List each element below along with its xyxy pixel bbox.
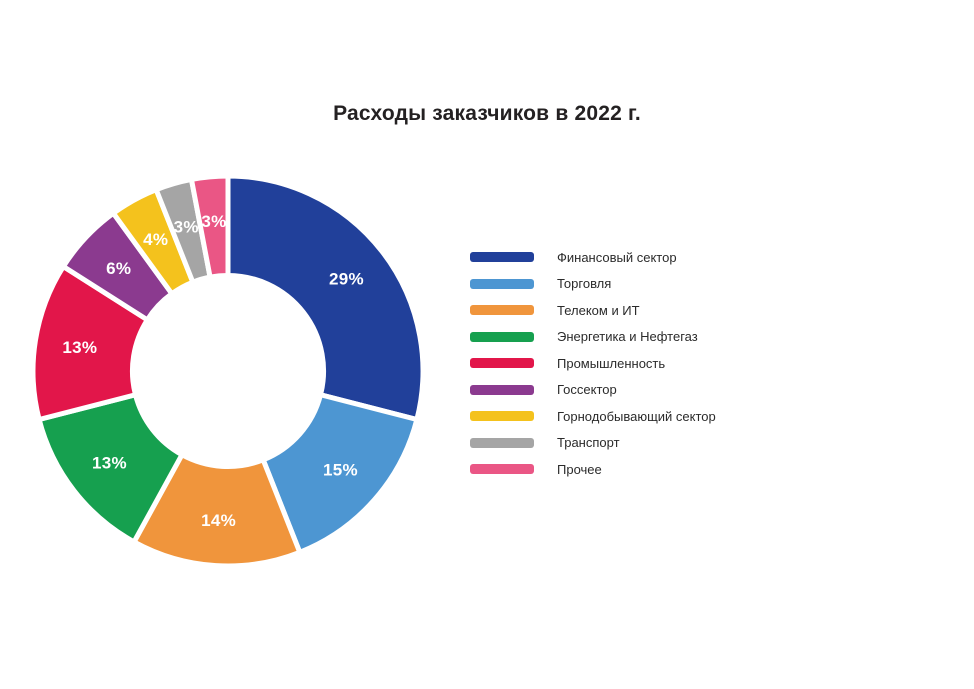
legend-item: Финансовый сектор	[470, 244, 716, 271]
segment-value-label: 3%	[174, 218, 199, 237]
legend-color-swatch	[470, 437, 534, 448]
donut-chart: 29% 15% 14% 13% 13% 6% 4% 3% 3%	[8, 151, 448, 591]
legend-item-label: Госсектор	[557, 382, 617, 398]
donut-svg: 29% 15% 14% 13% 13% 6% 4% 3% 3%	[30, 173, 426, 569]
legend-color-swatch	[470, 331, 534, 342]
legend-item-label: Горнодобывающий сектор	[557, 408, 716, 424]
legend-item-label: Энергетика и Нефтегаз	[557, 329, 698, 345]
legend-item: Телеком и ИТ	[470, 297, 716, 324]
segment-value-label: 13%	[92, 453, 127, 472]
legend-item: Транспорт	[470, 430, 716, 457]
segment-value-label: 14%	[201, 511, 236, 530]
legend-item-label: Финансовый сектор	[557, 249, 677, 265]
legend-item: Горнодобывающий сектор	[470, 403, 716, 430]
legend-item: Госсектор	[470, 377, 716, 404]
segment-value-label: 13%	[62, 338, 97, 357]
legend-item-label: Транспорт	[557, 435, 620, 451]
legend: Финансовый сектор Торговля Телеком и ИТ …	[470, 244, 716, 483]
segment-value-label: 15%	[323, 461, 358, 480]
legend-color-swatch	[470, 384, 534, 395]
legend-color-swatch	[470, 411, 534, 422]
legend-item: Промышленность	[470, 350, 716, 377]
legend-item-label: Торговля	[557, 276, 612, 292]
chart-title: Расходы заказчиков в 2022 г.	[333, 102, 641, 125]
legend-item-label: Промышленность	[557, 355, 666, 371]
legend-color-swatch	[470, 358, 534, 369]
legend-color-swatch	[470, 278, 534, 289]
segment-value-label: 29%	[329, 270, 364, 289]
legend-item-label: Телеком и ИТ	[557, 302, 640, 318]
legend-item: Энергетика и Нефтегаз	[470, 324, 716, 351]
legend-color-swatch	[470, 464, 534, 475]
legend-color-swatch	[470, 252, 534, 263]
legend-item: Прочее	[470, 456, 716, 483]
legend-item: Торговля	[470, 271, 716, 298]
donut-segment	[225, 173, 426, 422]
segment-value-label: 4%	[143, 230, 168, 249]
segment-value-label: 6%	[106, 259, 131, 278]
legend-color-swatch	[470, 305, 534, 316]
segment-value-label: 3%	[201, 212, 226, 231]
legend-item-label: Прочее	[557, 461, 602, 477]
donut-segment	[188, 173, 231, 280]
